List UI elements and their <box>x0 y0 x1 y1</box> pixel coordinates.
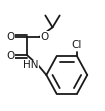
Text: O: O <box>40 32 49 42</box>
Text: O: O <box>7 51 15 60</box>
Text: Cl: Cl <box>72 40 82 50</box>
Text: O: O <box>7 32 15 42</box>
Text: HN: HN <box>23 60 38 70</box>
